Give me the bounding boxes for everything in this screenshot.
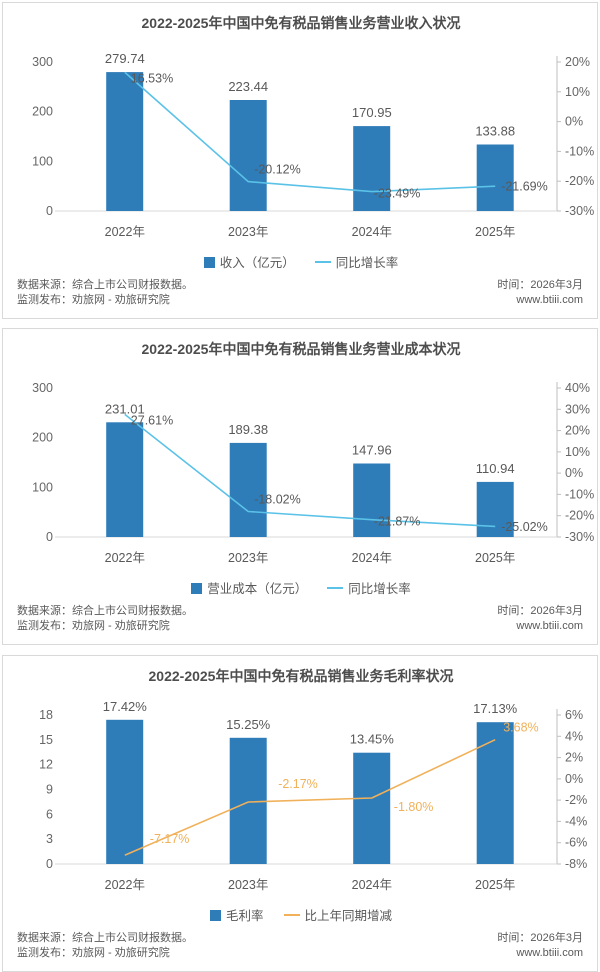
svg-text:2%: 2% bbox=[565, 751, 583, 765]
svg-text:2022年: 2022年 bbox=[105, 878, 145, 892]
svg-text:189.38: 189.38 bbox=[228, 422, 268, 437]
svg-text:147.96: 147.96 bbox=[352, 443, 392, 458]
svg-text:2022年: 2022年 bbox=[105, 225, 145, 239]
svg-text:3.68%: 3.68% bbox=[503, 721, 538, 735]
svg-text:3: 3 bbox=[46, 832, 53, 846]
svg-text:223.44: 223.44 bbox=[228, 79, 268, 94]
svg-text:18: 18 bbox=[39, 708, 53, 722]
svg-text:-7.17%: -7.17% bbox=[150, 832, 190, 846]
svg-text:-8%: -8% bbox=[565, 857, 587, 871]
svg-text:13.45%: 13.45% bbox=[350, 732, 395, 747]
svg-text:0%: 0% bbox=[565, 466, 583, 480]
svg-text:170.95: 170.95 bbox=[352, 105, 392, 120]
svg-text:-21.69%: -21.69% bbox=[501, 180, 548, 194]
svg-text:-21.87%: -21.87% bbox=[374, 515, 421, 529]
svg-text:-23.49%: -23.49% bbox=[374, 187, 421, 201]
svg-text:2023年: 2023年 bbox=[228, 878, 268, 892]
svg-text:-18.02%: -18.02% bbox=[254, 493, 301, 507]
svg-text:100: 100 bbox=[32, 480, 53, 494]
svg-text:2024年: 2024年 bbox=[352, 878, 392, 892]
svg-text:-2.17%: -2.17% bbox=[278, 777, 318, 791]
svg-text:4%: 4% bbox=[565, 729, 583, 743]
svg-text:200: 200 bbox=[32, 431, 53, 445]
svg-text:-20%: -20% bbox=[565, 174, 594, 188]
svg-text:20%: 20% bbox=[565, 424, 590, 438]
svg-text:100: 100 bbox=[32, 154, 53, 168]
svg-text:0%: 0% bbox=[565, 772, 583, 786]
svg-text:12: 12 bbox=[39, 758, 53, 772]
svg-text:15: 15 bbox=[39, 733, 53, 747]
svg-text:-20%: -20% bbox=[565, 509, 594, 523]
svg-text:30%: 30% bbox=[565, 402, 590, 416]
svg-text:-1.80%: -1.80% bbox=[394, 800, 434, 814]
svg-text:0: 0 bbox=[46, 530, 53, 544]
svg-text:6%: 6% bbox=[565, 708, 583, 722]
svg-text:300: 300 bbox=[32, 55, 53, 69]
svg-text:10%: 10% bbox=[565, 445, 590, 459]
svg-text:2025年: 2025年 bbox=[475, 551, 515, 565]
svg-text:-30%: -30% bbox=[565, 530, 594, 544]
svg-text:10%: 10% bbox=[565, 85, 590, 99]
svg-text:17.42%: 17.42% bbox=[103, 699, 148, 714]
svg-text:-10%: -10% bbox=[565, 144, 594, 158]
svg-text:2023年: 2023年 bbox=[228, 225, 268, 239]
svg-text:40%: 40% bbox=[565, 381, 590, 395]
svg-text:-2%: -2% bbox=[565, 793, 587, 807]
svg-text:279.74: 279.74 bbox=[105, 51, 145, 66]
svg-text:200: 200 bbox=[32, 105, 53, 119]
svg-text:-20.12%: -20.12% bbox=[254, 163, 301, 177]
svg-text:2025年: 2025年 bbox=[475, 878, 515, 892]
svg-text:0: 0 bbox=[46, 204, 53, 218]
svg-text:0%: 0% bbox=[565, 115, 583, 129]
svg-text:110.94: 110.94 bbox=[476, 461, 515, 476]
svg-text:17.13%: 17.13% bbox=[473, 701, 518, 716]
svg-text:20%: 20% bbox=[565, 55, 590, 69]
svg-text:16.53%: 16.53% bbox=[131, 71, 173, 85]
svg-text:6: 6 bbox=[46, 807, 53, 821]
svg-text:-30%: -30% bbox=[565, 204, 594, 218]
svg-text:9: 9 bbox=[46, 783, 53, 797]
svg-text:-4%: -4% bbox=[565, 814, 587, 828]
svg-text:2023年: 2023年 bbox=[228, 551, 268, 565]
svg-text:15.25%: 15.25% bbox=[226, 717, 271, 732]
svg-text:2024年: 2024年 bbox=[352, 551, 392, 565]
svg-text:2024年: 2024年 bbox=[352, 225, 392, 239]
svg-text:133.88: 133.88 bbox=[475, 124, 515, 139]
svg-text:-25.02%: -25.02% bbox=[501, 520, 548, 534]
svg-text:2022年: 2022年 bbox=[105, 551, 145, 565]
svg-text:-6%: -6% bbox=[565, 836, 587, 850]
svg-text:0: 0 bbox=[46, 857, 53, 871]
svg-text:27.61%: 27.61% bbox=[131, 413, 173, 427]
svg-text:-10%: -10% bbox=[565, 487, 594, 501]
svg-text:300: 300 bbox=[32, 381, 53, 395]
svg-text:2025年: 2025年 bbox=[475, 225, 515, 239]
